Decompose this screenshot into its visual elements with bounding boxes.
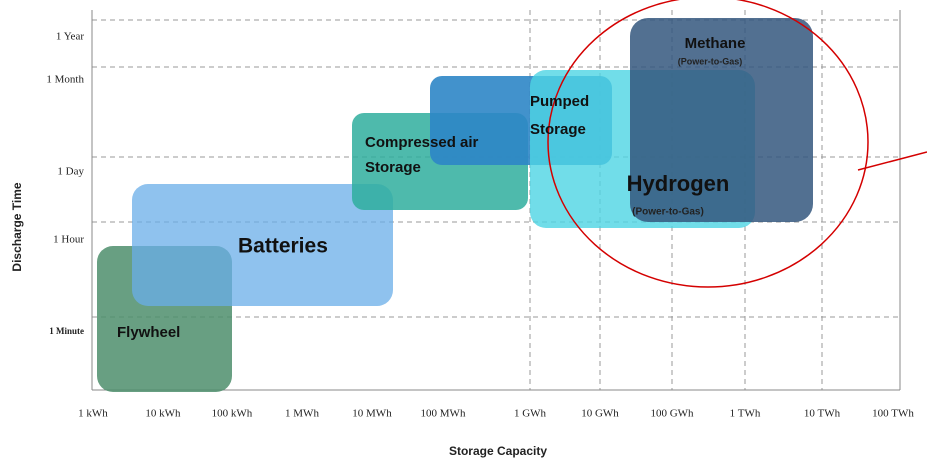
pointer-line: [857, 151, 927, 171]
region-label: Compressed air: [365, 134, 479, 151]
y-tick-label: 1 Month: [46, 74, 84, 86]
region-label: Pumped: [530, 93, 589, 110]
x-axis-title: Storage Capacity: [449, 444, 547, 458]
x-tick-label: 1 GWh: [514, 408, 547, 420]
region-label: Storage: [365, 159, 421, 176]
x-tick-label: 100 kWh: [212, 408, 253, 420]
x-tick-label: 10 kWh: [145, 408, 181, 420]
region-label: Flywheel: [117, 324, 180, 341]
region-sublabel: (Power-to-Gas): [632, 207, 704, 218]
x-ticks: 1 kWh 10 kWh 100 kWh 1 MWh 10 MWh 100 MWh 1 GW…: [78, 408, 914, 420]
highlight-circle: [547, 0, 869, 288]
region-label: Batteries: [238, 235, 328, 258]
region-methane: [630, 18, 813, 222]
regions: [97, 18, 813, 392]
y-tick-label: 1 Year: [56, 31, 84, 43]
x-tick-label: 100 GWh: [650, 408, 694, 420]
x-tick-label: 1 kWh: [78, 408, 108, 420]
x-tick-label: 100 MWh: [421, 408, 466, 420]
x-tick-label: 10 MWh: [352, 408, 392, 420]
x-tick-label: 10 TWh: [804, 408, 841, 420]
y-axis-title: Discharge Time: [10, 182, 24, 271]
region-label: Methane: [685, 35, 746, 52]
region-batteries: [132, 184, 393, 306]
y-tick-label: 1 Minute: [49, 326, 84, 336]
x-tick-label: 1 TWh: [730, 408, 761, 420]
region-sublabel: (Power-to-Gas): [678, 56, 743, 66]
region-label: Storage: [530, 121, 586, 138]
y-tick-label: 1 Day: [57, 166, 84, 178]
x-tick-label: 1 MWh: [285, 408, 319, 420]
y-tick-label: 1 Hour: [53, 234, 84, 246]
region-label: Hydrogen: [627, 171, 730, 196]
x-tick-label: 100 TWh: [872, 408, 914, 420]
x-tick-label: 10 GWh: [581, 408, 619, 420]
